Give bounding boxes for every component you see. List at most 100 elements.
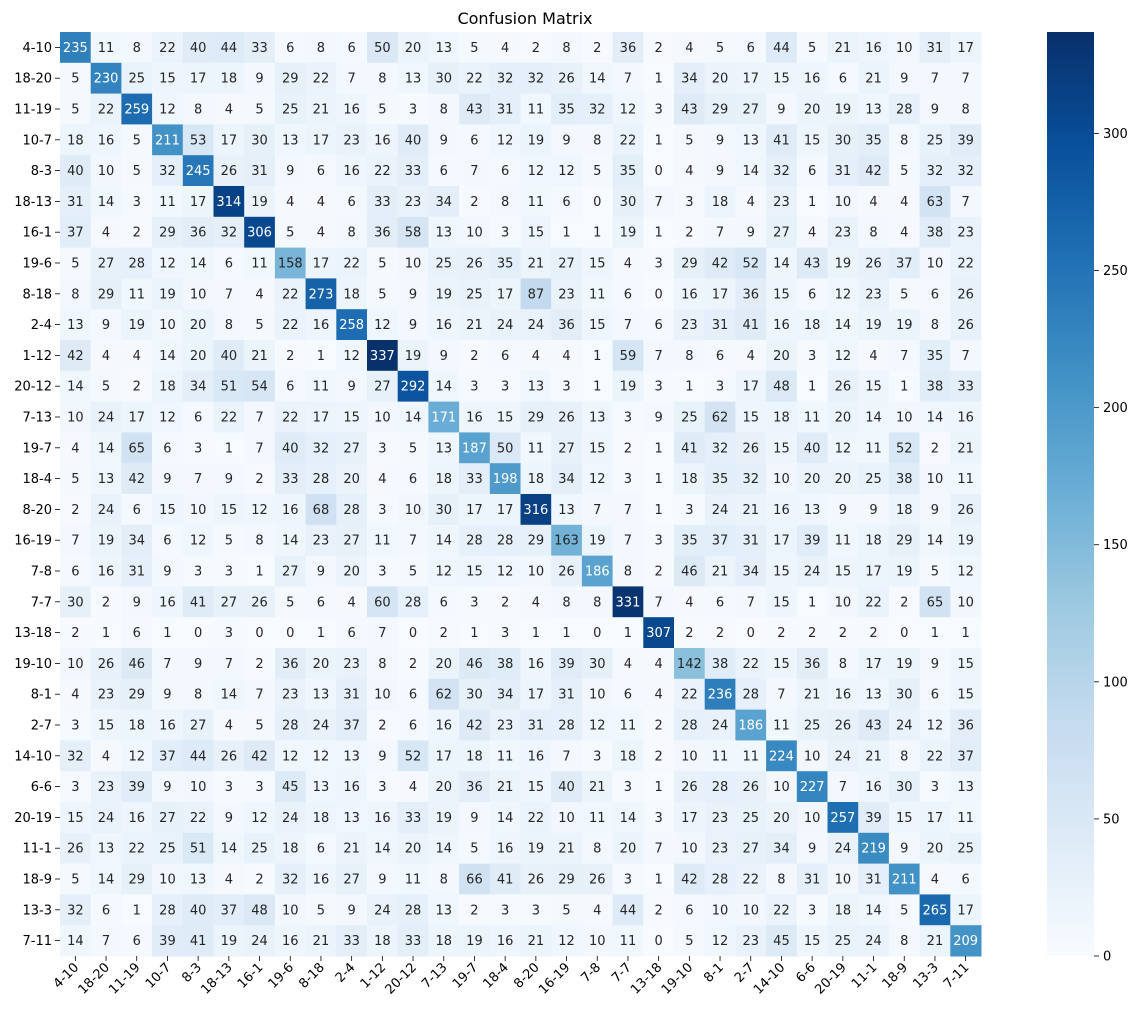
- heatmap-cell: [152, 709, 184, 741]
- heatmap-cell: [551, 555, 583, 587]
- heatmap-cell: [858, 832, 890, 865]
- heatmap-cell: [581, 863, 614, 895]
- cell-value-label: 15: [957, 657, 974, 672]
- heatmap-cell: [704, 247, 736, 279]
- cell-value-label: 11: [620, 719, 637, 734]
- cell-value-label: 9: [133, 595, 141, 610]
- heatmap-cell: [888, 278, 921, 310]
- heatmap-cell: [796, 93, 828, 125]
- heatmap-cell: [520, 155, 552, 187]
- cell-value-label: 16: [98, 565, 115, 580]
- cell-value-label: 8: [593, 595, 601, 610]
- heatmap-cell: [60, 709, 92, 741]
- heatmap-cell: [459, 555, 491, 587]
- heatmap-cell: [643, 740, 675, 772]
- heatmap-cell: [520, 186, 552, 218]
- heatmap-cell: [367, 278, 399, 310]
- cell-value-label: 3: [685, 195, 693, 210]
- heatmap-cell: [367, 32, 399, 64]
- heatmap-cell: [152, 155, 184, 187]
- cell-value-label: 12: [835, 349, 852, 364]
- heatmap-cell: [336, 678, 368, 711]
- heatmap-cell: [551, 771, 583, 803]
- heatmap-cell: [305, 401, 337, 433]
- cell-value-label: 23: [681, 318, 698, 333]
- heatmap-cell: [152, 617, 184, 649]
- heatmap-cell: [612, 709, 644, 741]
- heatmap-cell: [274, 863, 307, 895]
- cell-value-label: 273: [309, 287, 334, 302]
- cell-value-label: 4: [255, 287, 263, 302]
- cell-value-label: 38: [497, 657, 514, 672]
- cell-value-label: 10: [712, 903, 729, 918]
- cell-value-label: 17: [865, 565, 882, 580]
- heatmap-cell: [60, 894, 92, 926]
- heatmap-cell: [704, 216, 736, 249]
- cell-value-label: 20: [313, 657, 330, 672]
- heatmap-cell: [305, 740, 337, 772]
- cell-value-label: 1: [255, 565, 263, 580]
- cell-value-label: 35: [681, 534, 698, 549]
- heatmap-cell: [581, 648, 614, 680]
- heatmap-cell: [704, 802, 736, 834]
- cell-value-label: 9: [409, 287, 417, 302]
- cell-value-label: 20: [343, 565, 360, 580]
- heatmap-cell: [827, 617, 859, 649]
- cell-value-label: 12: [957, 565, 974, 580]
- cell-value-label: 19: [896, 565, 913, 580]
- cell-value-label: 11: [405, 873, 422, 888]
- cell-value-label: 4: [102, 749, 110, 764]
- cell-value-label: 12: [282, 749, 299, 764]
- heatmap-cell: [397, 586, 429, 618]
- x-tick-label: 7-11: [941, 960, 972, 991]
- heatmap-cell: [612, 832, 644, 865]
- cell-value-label: 19: [528, 133, 545, 148]
- cell-value-label: 6: [163, 534, 171, 549]
- cell-value-label: 23: [558, 287, 575, 302]
- cell-value-label: 5: [409, 441, 417, 456]
- heatmap-cell: [735, 802, 767, 834]
- heatmap-cell: [60, 32, 92, 64]
- cell-value-label: 14: [98, 195, 115, 210]
- cell-value-label: 15: [773, 595, 790, 610]
- heatmap-cell: [152, 370, 184, 403]
- heatmap-cell: [182, 432, 214, 464]
- y-tick-label: 10-7: [22, 133, 52, 148]
- cell-value-label: 24: [865, 934, 882, 949]
- cell-value-label: 32: [497, 72, 514, 87]
- heatmap-cell: [919, 524, 951, 557]
- heatmap-cell: [827, 432, 859, 464]
- cell-value-label: 19: [835, 103, 852, 118]
- cell-value-label: 14: [435, 380, 452, 395]
- heatmap-cell: [581, 740, 614, 772]
- heatmap-cell: [796, 709, 828, 741]
- heatmap-cell: [766, 832, 798, 865]
- cell-value-label: 34: [558, 472, 575, 487]
- heatmap-cell: [919, 925, 951, 957]
- x-tick-label: 18-13: [198, 960, 235, 997]
- heatmap-cell: [766, 648, 798, 680]
- heatmap-cell: [489, 802, 521, 834]
- cell-value-label: 3: [501, 226, 509, 241]
- cell-value-label: 1: [962, 626, 970, 641]
- cell-value-label: 36: [374, 226, 391, 241]
- cell-value-label: 2: [532, 41, 540, 56]
- heatmap-cell: [950, 432, 982, 464]
- heatmap-cell: [796, 216, 828, 249]
- cell-value-label: 21: [466, 318, 483, 333]
- heatmap-cell: [581, 925, 614, 957]
- heatmap-cell: [489, 648, 521, 680]
- cell-value-label: 22: [927, 749, 944, 764]
- cell-value-label: 11: [374, 534, 391, 549]
- heatmap-cell: [244, 186, 276, 218]
- heatmap-cell: [182, 925, 214, 957]
- cell-value-label: 14: [67, 934, 84, 949]
- heatmap-cell: [643, 894, 675, 926]
- heatmap-cell: [152, 247, 184, 279]
- heatmap-cell: [858, 494, 890, 526]
- heatmap-cell: [213, 278, 245, 310]
- cell-value-label: 230: [94, 72, 119, 87]
- cell-value-label: 18: [804, 318, 821, 333]
- heatmap-cell: [520, 678, 552, 711]
